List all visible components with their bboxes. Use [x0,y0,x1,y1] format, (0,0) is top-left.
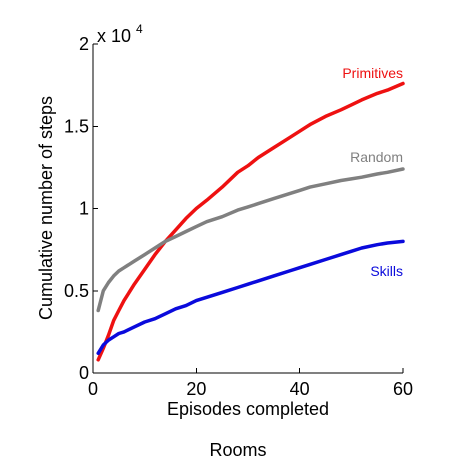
series-line-primitives [96,81,405,362]
series-label-random: Random [350,149,403,165]
y-axis-label: Cumulative number of steps [36,96,56,320]
y-tick-label: 0 [79,363,89,383]
series-lines [96,81,405,362]
x-tick-label: 40 [290,379,310,399]
series-line-random [96,167,405,313]
series-line-skills [96,239,405,356]
x-axis-label: Episodes completed [167,399,329,419]
y-tick-label: 2 [79,34,89,54]
y-multiplier-base: x 10 [97,26,131,46]
series-label-skills: Skills [370,263,403,279]
y-tick-label: 1.5 [64,116,89,136]
y-multiplier-exponent: 4 [136,22,143,36]
series-label-primitives: Primitives [342,65,403,81]
chart-title: Rooms [209,440,266,460]
y-tick-group: 0 0.5 1 1.5 2 [64,34,98,383]
x-tick-label: 20 [186,379,206,399]
y-tick-label: 1 [79,199,89,219]
series-labels: Primitives Random Skills [342,65,403,279]
x-tick-group: 0 20 40 60 [88,368,413,399]
y-tick-label: 0.5 [64,281,89,301]
y-multiplier: x 10 4 [97,22,143,46]
x-tick-label: 60 [393,379,413,399]
x-tick-label: 0 [88,379,98,399]
